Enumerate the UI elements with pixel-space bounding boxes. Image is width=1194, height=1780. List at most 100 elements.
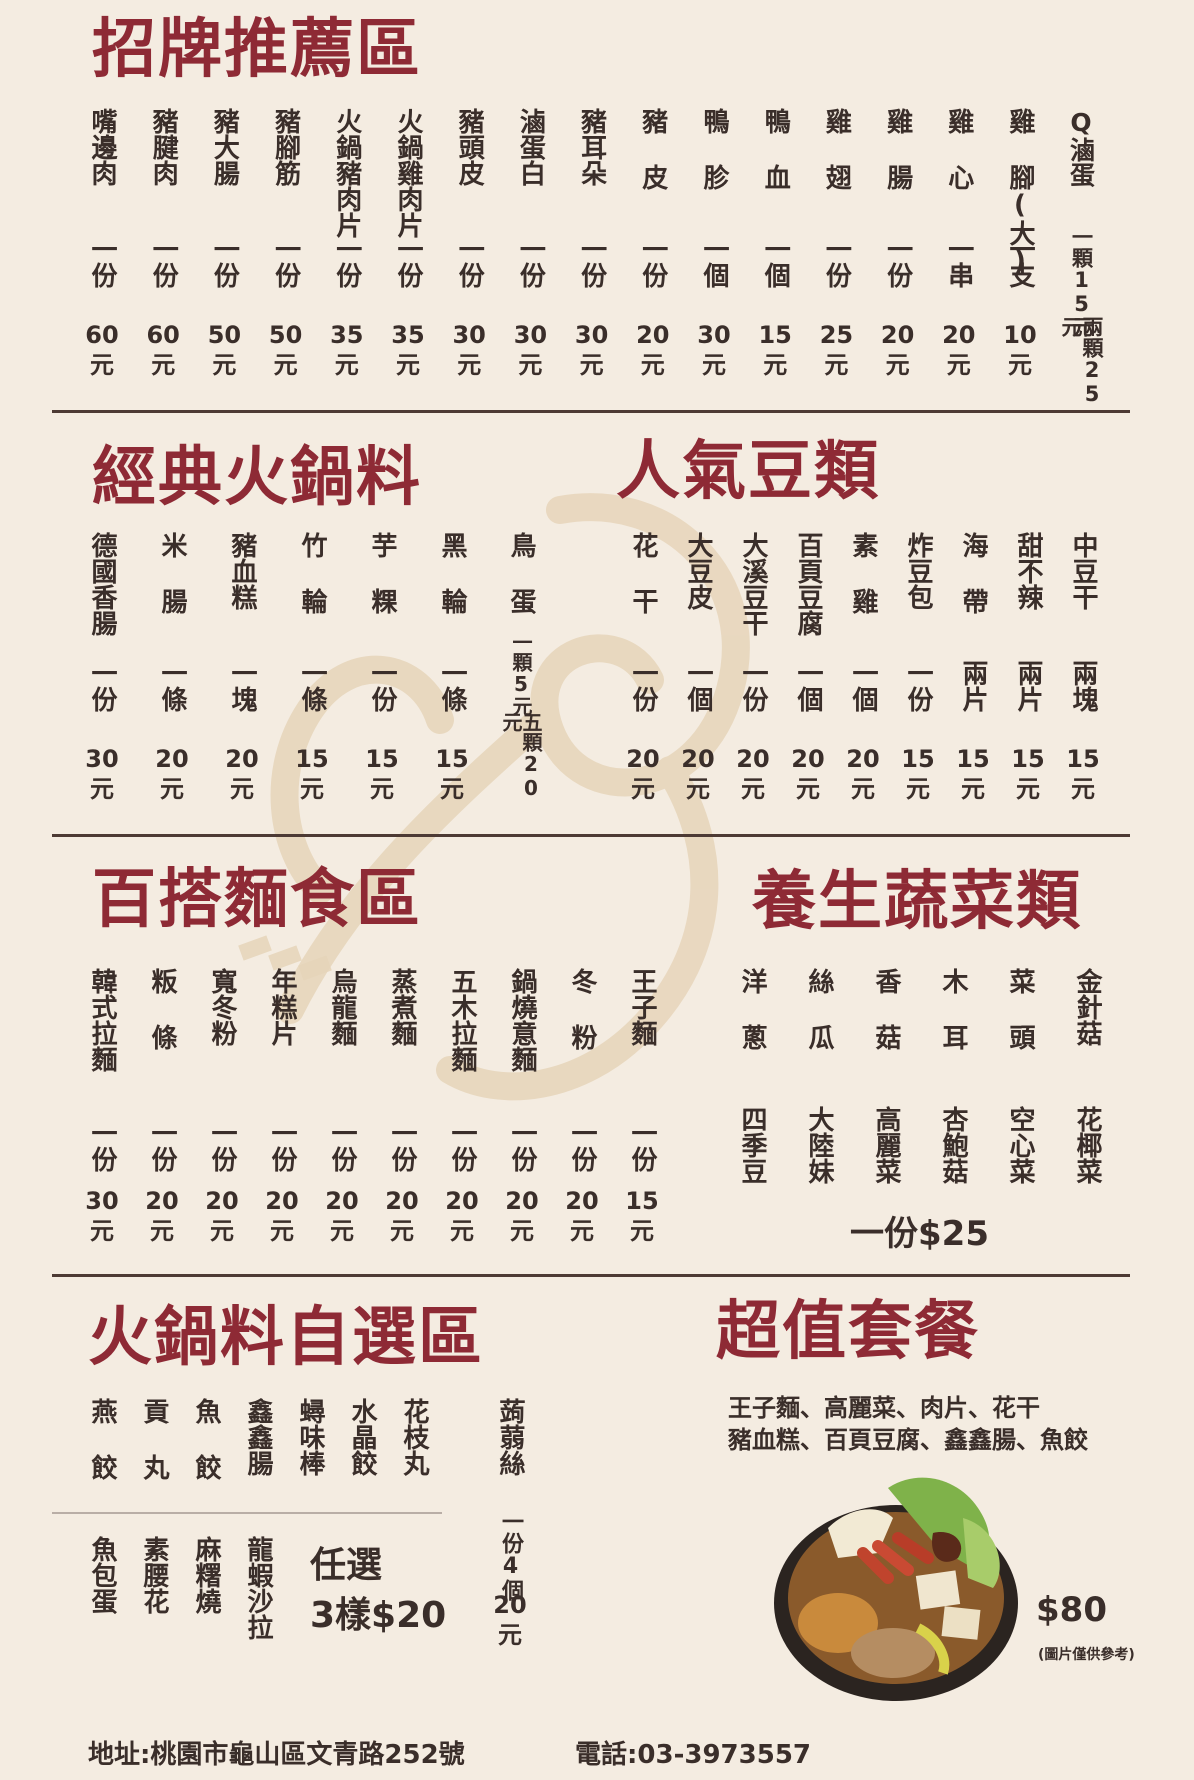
signature-price-number: 20 — [942, 321, 976, 349]
noodle-price-unit: 元 — [150, 1217, 174, 1245]
noodle-item-name: 王子麵 — [627, 968, 657, 1046]
beans-item-unit: 一個 — [848, 660, 878, 712]
classic-item-unit: 一份 — [367, 660, 397, 712]
signature-item-unit: 一串 — [943, 236, 974, 288]
signature-price-unit: 元 — [457, 351, 482, 379]
veg-top-item: 金針菇 — [1067, 968, 1107, 1078]
signature-item-unit: 一個 — [760, 236, 791, 288]
beans-price-number: 15 — [1066, 745, 1100, 773]
noodle-price-unit: 元 — [330, 1217, 354, 1245]
noodle-item-name: 蒸煮麵 — [387, 968, 417, 1046]
signature-price-unit: 元 — [334, 351, 359, 379]
signature-item-name: 鴨 胗 — [699, 108, 729, 190]
noodle-price-number: 20 — [565, 1187, 599, 1215]
signature-item-name: 豬腳筋 — [270, 108, 301, 186]
classic-price-unit: 元 — [160, 775, 184, 803]
combo-hotpot-image — [774, 1477, 1018, 1701]
footer-address: 地址:桃園市龜山區文青路252號 — [88, 1740, 465, 1770]
veg-bottom-item: 杏鮑菇 — [933, 1106, 973, 1186]
veg-bottom-item: 花椰菜 — [1067, 1106, 1107, 1186]
signature-price-unit: 元 — [90, 351, 114, 379]
choice-row1-item: 鑫鑫腸 — [238, 1398, 278, 1508]
noodle-price-number: 15 — [625, 1187, 659, 1215]
beans-item-price: 15 元 — [953, 744, 993, 804]
choice-section-title: 火鍋料自選區 — [88, 1300, 484, 1375]
beans-item: 花 干一份 20 元 — [623, 532, 663, 812]
noodle-price-number: 20 — [265, 1187, 299, 1215]
choice-row2-item: 龍蝦沙拉 — [238, 1536, 278, 1646]
signature-item: 雞 翅一份 25 元 — [816, 108, 856, 408]
classic-price-unit: 元 — [440, 775, 464, 803]
signature-item-name: 火鍋豬肉片 — [331, 108, 362, 238]
choice-row1-item: 花枝丸 — [394, 1398, 434, 1508]
signature-price-unit: 元 — [518, 351, 543, 379]
noodle-item-price: 30 元 — [82, 1186, 122, 1246]
signature-item-unit: 一份 — [515, 236, 546, 288]
veg-top-items: 洋 蔥 絲 瓜 香 菇 木 耳 菜 頭 金針菇 — [732, 968, 1112, 1078]
beans-item: 中豆干 兩塊 15 元 — [1063, 532, 1103, 812]
veg-top-item-name: 菜 頭 — [1005, 968, 1035, 1050]
signature-item-unit: 一份 — [148, 236, 179, 288]
signature-item-price: 60 元 — [82, 320, 122, 380]
beans-price-number: 15 — [901, 745, 935, 773]
noodle-item-name: 冬 粉 — [567, 968, 597, 1050]
signature-price-unit: 元 — [579, 351, 604, 379]
veg-bottom-item-name: 空心菜 — [1005, 1106, 1035, 1184]
quail-egg-name: 鳥 蛋 — [506, 532, 536, 614]
beans-item-price: 20 元 — [623, 744, 663, 804]
beans-item-unit: 兩塊 — [1068, 660, 1098, 712]
qegg-price-two: 兩顆25元 — [1059, 316, 1104, 406]
noodle-item-unit: 一份 — [627, 1120, 657, 1172]
beans-items: 花 干一份 20 元大豆皮 一個 20 元大溪豆干 一份 20 元百頁豆腐 一個 20 元素 雞一個 2… — [623, 532, 1103, 812]
choice-row2-item-name: 魚包蛋 — [87, 1536, 117, 1614]
noodle-item-price: 15 元 — [622, 1186, 662, 1246]
beans-price-unit: 元 — [686, 775, 710, 803]
signature-item-unit: 一份 — [393, 236, 423, 288]
signature-item: 火鍋雞肉片 一份 35 元 — [388, 108, 428, 408]
signature-item-unit: 一份 — [637, 236, 668, 288]
signature-item-price: 15 元 — [755, 320, 795, 380]
noodle-price-unit: 元 — [90, 1217, 114, 1245]
signature-item-unit: 一份 — [209, 236, 240, 288]
noodle-item-price: 20 元 — [142, 1186, 182, 1246]
noodle-price-number: 20 — [325, 1187, 359, 1215]
signature-item-name: 鴨 血 — [760, 108, 791, 190]
noodle-item-unit: 一份 — [327, 1120, 357, 1172]
noodle-item-unit: 一份 — [567, 1120, 597, 1172]
noodle-item-price: 20 元 — [502, 1186, 542, 1246]
beans-price-unit: 元 — [851, 775, 875, 803]
beans-item-name: 素 雞 — [848, 532, 878, 614]
veg-top-item: 絲 瓜 — [799, 968, 839, 1078]
signature-item-unit: 一份 — [331, 236, 362, 288]
konjac-unit: 一份4個 — [498, 1510, 523, 1601]
veg-top-item: 木 耳 — [933, 968, 973, 1078]
beans-item-name: 甜不辣 — [1013, 532, 1043, 610]
signature-price-number: 30 — [513, 321, 548, 349]
beans-price-unit: 元 — [631, 775, 655, 803]
signature-item: 嘴邊肉 一份 60 元 — [82, 108, 122, 408]
combo-line-2: 豬血糕、百頁豆腐、鑫鑫腸、魚餃 — [728, 1426, 1088, 1454]
beans-item-price: 20 元 — [678, 744, 718, 804]
signature-item: 豬大腸 一份 50 元 — [204, 108, 244, 408]
signature-price-number: 15 — [758, 321, 792, 349]
signature-item-name: 豬耳朵 — [576, 108, 607, 186]
signature-item-unit: 一份 — [454, 236, 485, 288]
noodle-item-price: 20 元 — [442, 1186, 482, 1246]
beans-item-price: 15 元 — [1063, 744, 1103, 804]
choice-items-row-2: 魚包蛋 素腰花 麻糬燒 龍蝦沙拉 — [82, 1536, 282, 1646]
noodle-item-unit: 一份 — [147, 1120, 177, 1172]
signature-item-price: 50 元 — [204, 320, 244, 380]
choice-row1-item-name: 水晶餃 — [347, 1398, 377, 1476]
veg-bottom-item-name: 高麗菜 — [871, 1106, 901, 1184]
noodle-price-unit: 元 — [270, 1217, 294, 1245]
signature-item-name: 雞 腸 — [882, 108, 913, 190]
signature-price-number: 20 — [636, 321, 670, 349]
signature-item: 滷蛋白 一份 30 元 — [510, 108, 550, 408]
signature-price-unit: 元 — [702, 351, 726, 379]
konjac-price-number: 20 — [493, 1591, 527, 1619]
classic-price-number: 15 — [295, 745, 329, 773]
beans-item: 素 雞一個 20 元 — [843, 532, 883, 812]
veg-price: 一份$25 — [850, 1214, 989, 1254]
signature-price-number: 60 — [85, 321, 119, 349]
signature-item: 豬頭皮 一份 30 元 — [449, 108, 489, 408]
